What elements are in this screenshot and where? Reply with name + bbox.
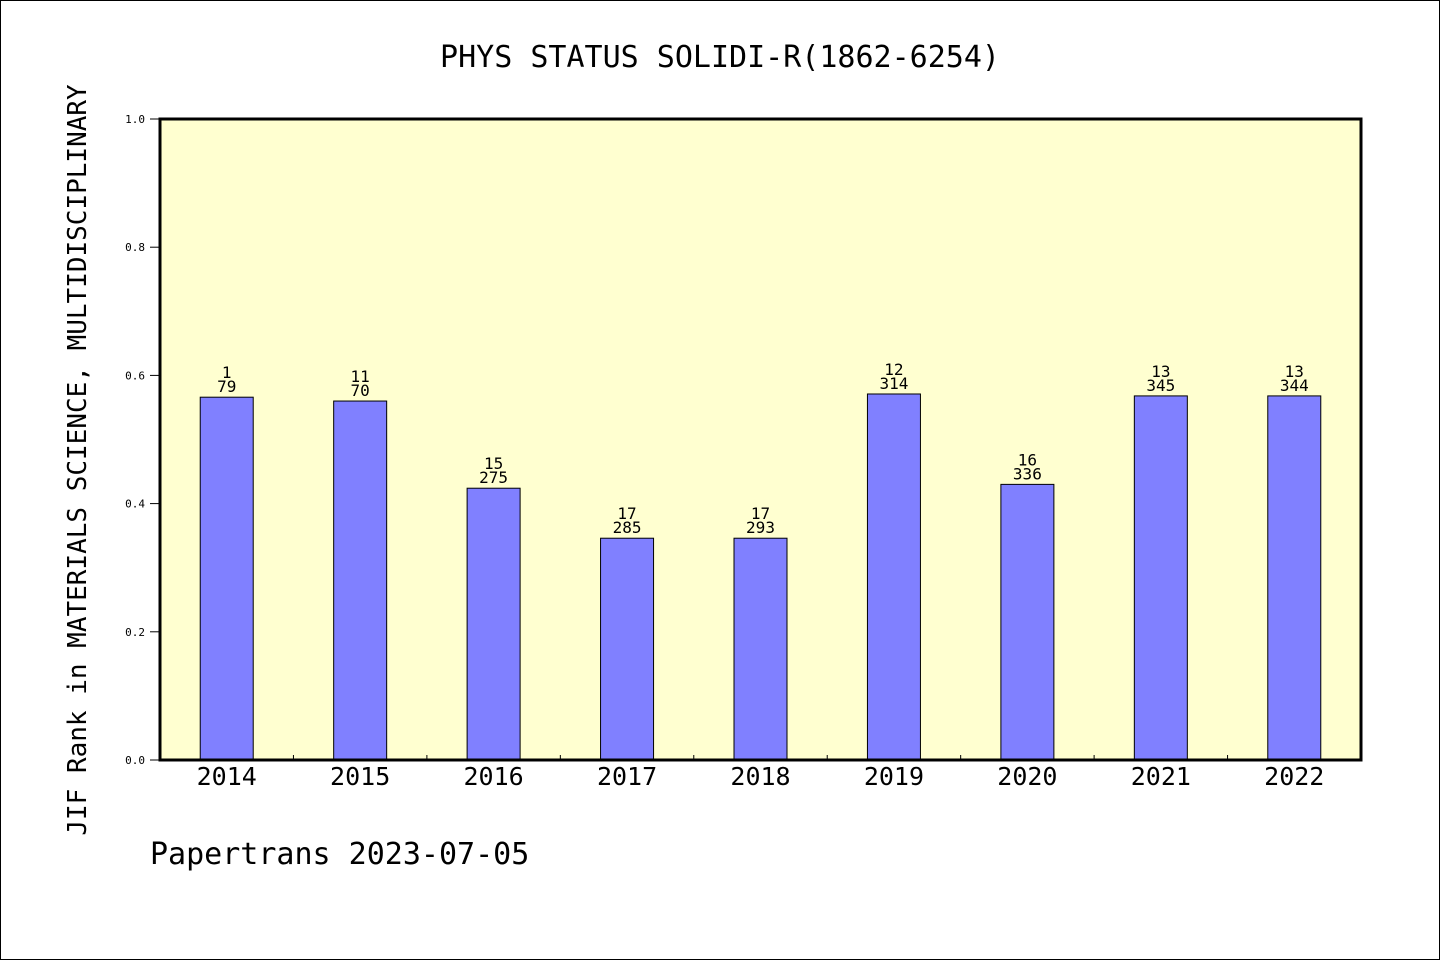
y-tick-label: 0.0 — [125, 754, 145, 767]
bar-total-label: 314 — [879, 374, 908, 393]
bar-total-label: 345 — [1146, 376, 1175, 395]
bar-total-label: 336 — [1013, 464, 1042, 483]
y-tick-label: 0.2 — [125, 626, 145, 639]
bar-rank-label: 1 — [222, 363, 232, 382]
x-tick-label: 2015 — [330, 762, 390, 791]
bar-rank-label: 13 — [1285, 362, 1304, 381]
bar-rank-label: 11 — [351, 367, 370, 386]
bar-rank-label: 16 — [1018, 450, 1037, 469]
footer-credit: Papertrans 2023-07-05 — [150, 837, 529, 872]
y-ticks-group: 0.0 0.2 0.4 0.6 0.8 1.0 — [125, 113, 160, 767]
bar-rank-label: 12 — [884, 360, 903, 379]
bar-2017 — [600, 537, 655, 761]
y-tick-label: 1.0 — [125, 113, 145, 126]
chart-title: PHYS STATUS SOLIDI-R(1862-6254) — [440, 40, 1000, 75]
bar-2015 — [333, 400, 388, 761]
bar-2019 — [866, 393, 921, 761]
bar-2016 — [466, 487, 521, 761]
x-tick-label: 2018 — [730, 762, 790, 791]
bar-rank-label: 17 — [617, 504, 636, 523]
x-ticks-group: 2014 2015 2016 2017 2018 2019 2020 2021 2022 — [197, 755, 1324, 791]
bar-rank-label: 17 — [751, 504, 770, 523]
y-tick-label: 0.8 — [125, 241, 145, 254]
y-axis-label: JIF Rank in MATERIALS SCIENCE, MULTIDISC… — [63, 84, 93, 836]
y-tick-label: 0.6 — [125, 369, 145, 382]
bar-rank-label: 13 — [1151, 362, 1170, 381]
bar-2021 — [1133, 395, 1188, 761]
x-tick-label: 2019 — [864, 762, 924, 791]
bar-total-label: 293 — [746, 518, 775, 537]
bar-2022 — [1267, 395, 1322, 761]
bar-2018 — [733, 537, 788, 761]
bar-total-label: 70 — [351, 381, 370, 400]
bar-total-label: 275 — [479, 468, 508, 487]
y-tick-label: 0.4 — [125, 498, 145, 511]
bar-total-label: 285 — [613, 518, 642, 537]
bar-2014 — [199, 396, 254, 761]
x-tick-label: 2017 — [597, 762, 657, 791]
x-tick-label: 2022 — [1264, 762, 1324, 791]
bar-total-label: 79 — [217, 377, 236, 396]
bars-group: 1791170152751728517293123141633613345133… — [199, 360, 1322, 761]
bar-2020 — [1000, 483, 1055, 761]
bar-rank-label: 15 — [484, 454, 503, 473]
x-tick-label: 2014 — [197, 762, 257, 791]
x-tick-label: 2016 — [464, 762, 524, 791]
plot-border — [158, 117, 1363, 762]
x-tick-label: 2020 — [997, 762, 1057, 791]
x-tick-label: 2021 — [1131, 762, 1191, 791]
bar-total-label: 344 — [1280, 376, 1309, 395]
